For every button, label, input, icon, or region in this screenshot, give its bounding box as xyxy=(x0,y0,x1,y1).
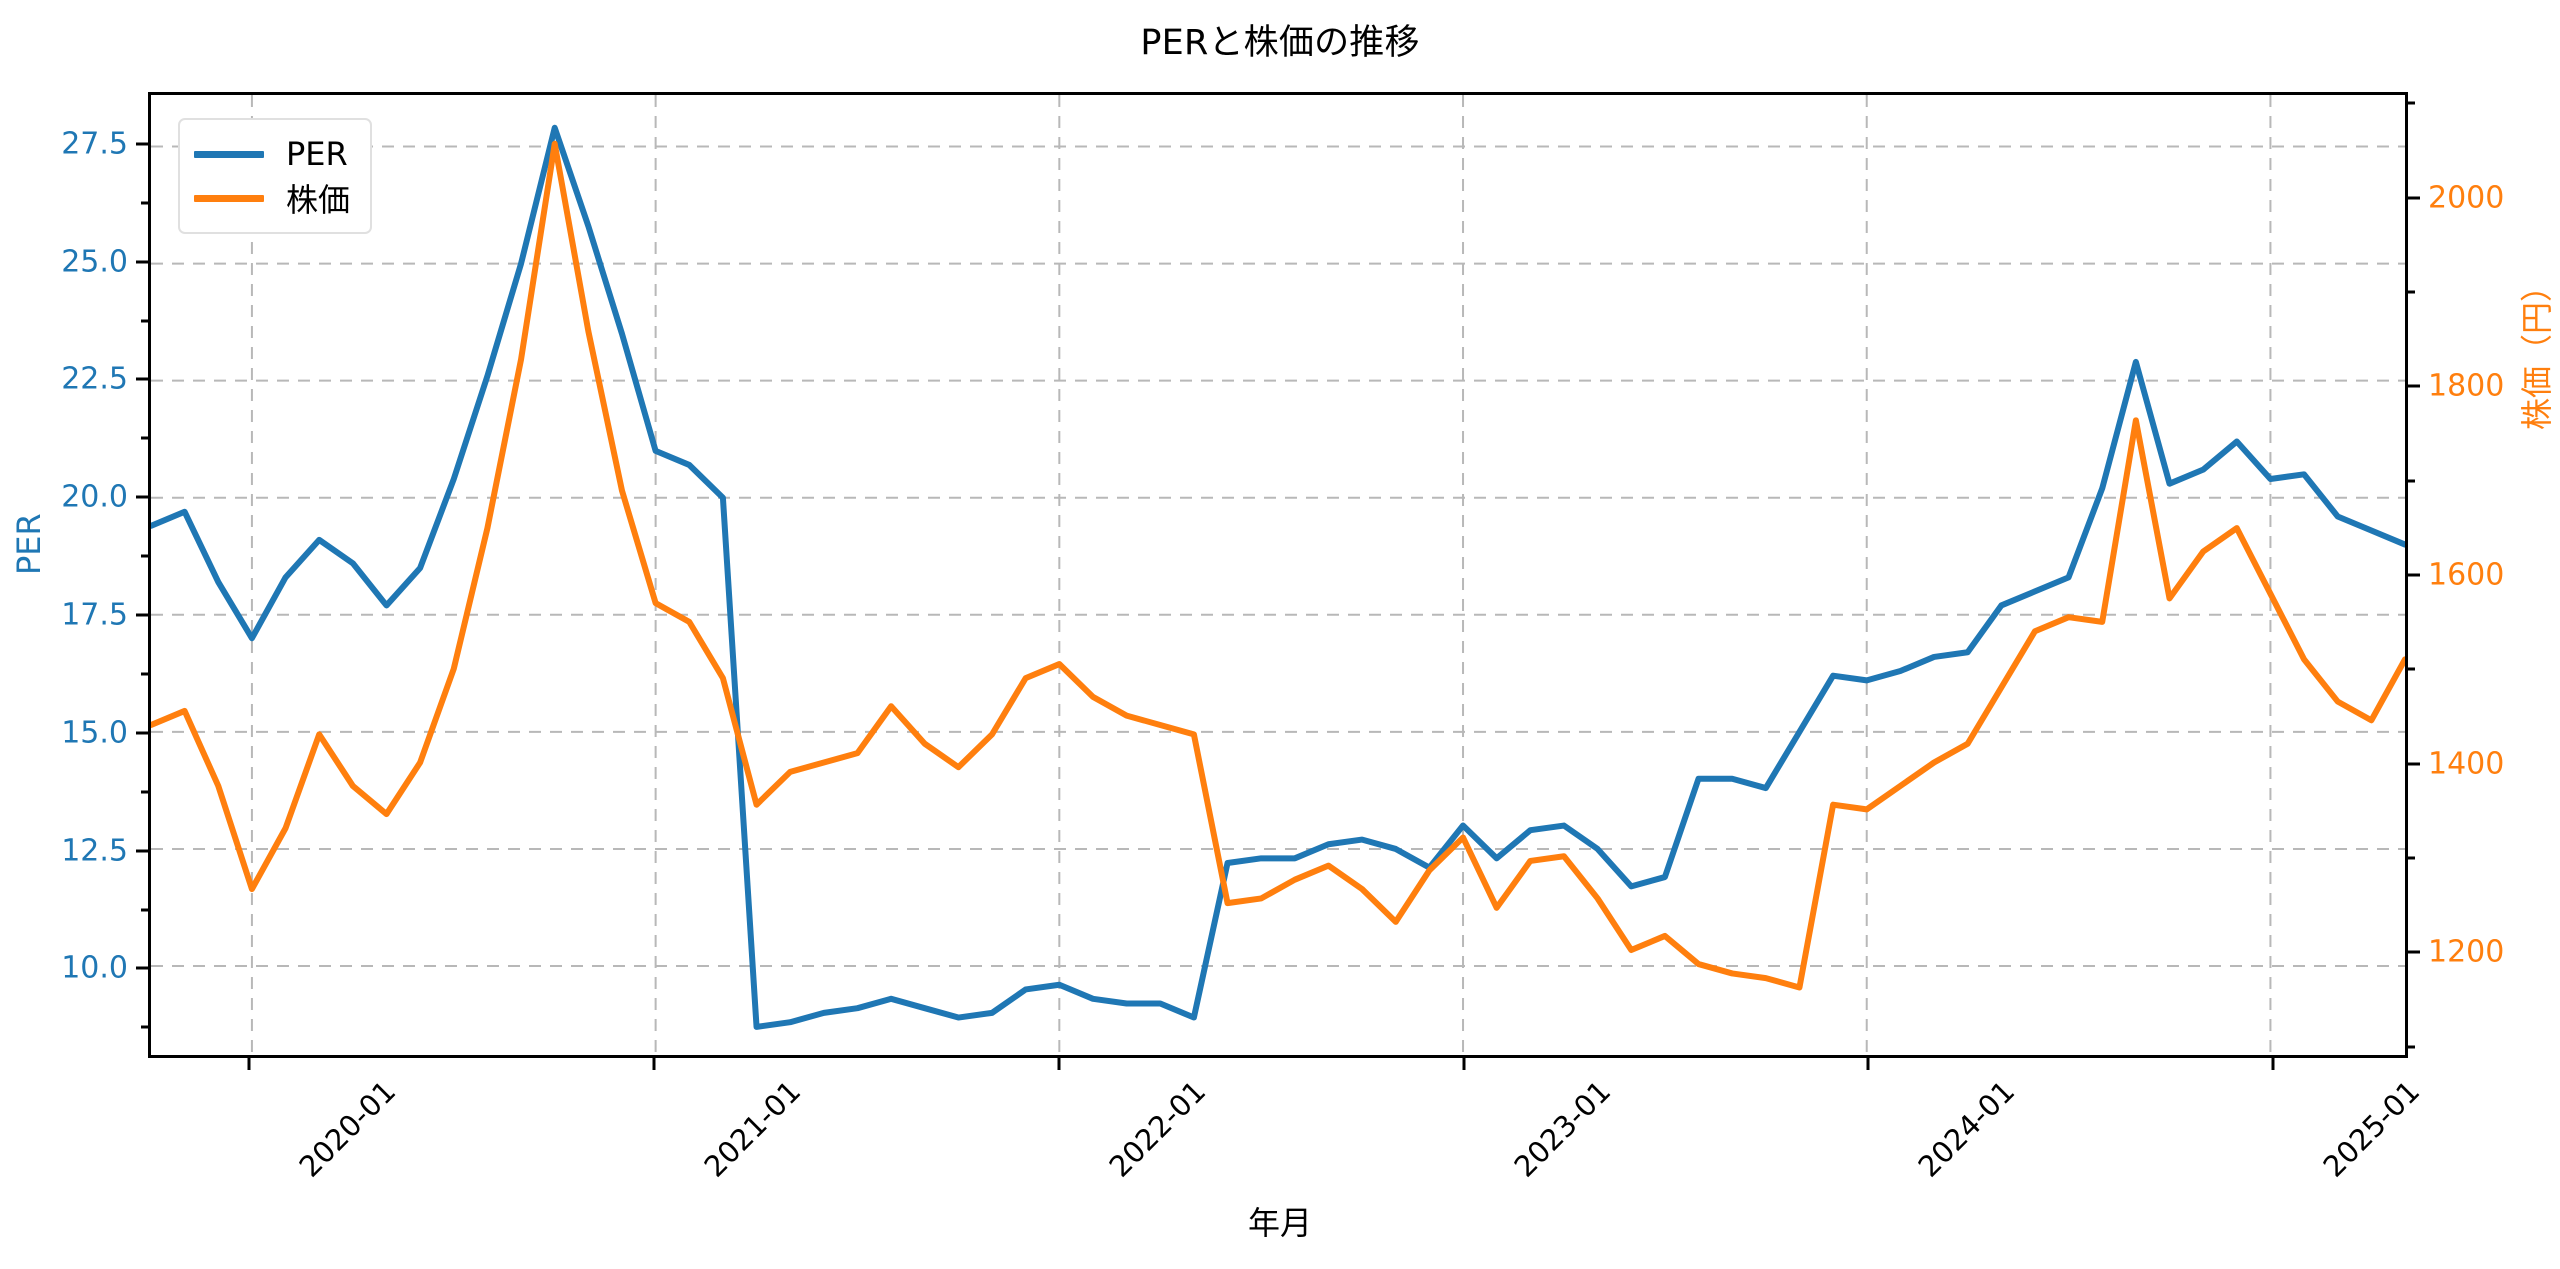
x-axis-tick-mark xyxy=(247,1058,251,1070)
y-axis-left-minor-tick xyxy=(141,790,148,794)
series-line-price xyxy=(151,144,2405,988)
y-axis-left-tick-mark xyxy=(136,849,148,853)
y-axis-right-tick-label: 1400 xyxy=(2428,746,2505,782)
y-axis-left-tick-label: 10.0 xyxy=(61,950,128,986)
y-axis-right-tick-label: 1800 xyxy=(2428,368,2505,404)
y-axis-left-minor-tick xyxy=(141,1025,148,1029)
y-axis-left-minor-tick xyxy=(141,908,148,912)
x-axis-tick-label: 2023-01 xyxy=(1507,1074,1617,1184)
series-line-per xyxy=(151,128,2405,1027)
x-axis-tick-label: 2024-01 xyxy=(1911,1074,2022,1184)
y-axis-right-tick-label: 1200 xyxy=(2428,934,2505,970)
legend-item-price[interactable]: 株価 xyxy=(194,176,350,220)
y-axis-right-minor-tick xyxy=(2408,479,2415,483)
chart-legend: PER 株価 xyxy=(178,118,373,234)
legend-label-price: 株価 xyxy=(286,181,351,219)
y-axis-right-label: 株価（円） xyxy=(2518,269,2556,430)
legend-item-per[interactable]: PER xyxy=(194,132,350,176)
y-axis-right-minor-tick xyxy=(2408,101,2415,105)
y-axis-left-tick-label: 17.5 xyxy=(61,597,128,633)
y-axis-left-tick-label: 12.5 xyxy=(61,833,128,869)
y-axis-left-tick-mark xyxy=(136,260,148,264)
y-axis-right-tick-mark xyxy=(2408,196,2420,200)
x-axis-tick-mark xyxy=(2271,1058,2275,1070)
legend-swatch-per xyxy=(194,150,264,158)
y-axis-right-tick-mark xyxy=(2408,384,2420,388)
x-axis-label: 年月 xyxy=(1247,1204,1312,1242)
y-axis-left-tick-label: 22.5 xyxy=(61,361,128,397)
y-axis-right-minor-tick xyxy=(2408,667,2415,671)
y-axis-left-minor-tick xyxy=(141,319,148,323)
y-axis-left-tick-label: 25.0 xyxy=(61,244,128,280)
y-axis-left-tick-label: 27.5 xyxy=(61,126,128,162)
y-axis-left-tick-label: 20.0 xyxy=(61,479,128,515)
y-axis-left-tick-mark xyxy=(136,142,148,146)
x-axis-tick-label: 2025-01 xyxy=(2316,1074,2427,1184)
y-axis-left-tick-mark xyxy=(136,966,148,970)
x-axis-tick-label: 2020-01 xyxy=(292,1074,403,1184)
plot-area xyxy=(148,92,2408,1058)
x-axis-tick-mark xyxy=(1462,1058,1466,1070)
x-axis-tick-mark xyxy=(1866,1058,1870,1070)
legend-label-per: PER xyxy=(286,135,348,173)
x-axis-tick-mark xyxy=(652,1058,656,1070)
grid-layer xyxy=(151,95,2405,1055)
y-axis-left-tick-mark xyxy=(136,495,148,499)
y-axis-right-minor-tick xyxy=(2408,290,2415,294)
y-axis-right-tick-label: 2000 xyxy=(2428,180,2505,216)
y-axis-left-minor-tick xyxy=(141,672,148,676)
y-axis-right-tick-label: 1600 xyxy=(2428,557,2505,593)
y-axis-right-tick-mark xyxy=(2408,762,2420,766)
legend-swatch-price xyxy=(194,194,264,202)
y-axis-left-tick-label: 15.0 xyxy=(61,715,128,751)
y-axis-left-tick-mark xyxy=(136,377,148,381)
y-axis-right-tick-mark xyxy=(2408,950,2420,954)
y-axis-right-minor-tick xyxy=(2408,1045,2415,1049)
y-axis-left-minor-tick xyxy=(141,201,148,205)
x-axis-tick-label: 2022-01 xyxy=(1102,1074,1212,1184)
chart-title: PERと株価の推移 xyxy=(1140,23,1420,63)
y-axis-left-label: PER xyxy=(10,513,48,575)
y-axis-left-tick-mark xyxy=(136,731,148,735)
y-axis-left-minor-tick xyxy=(141,436,148,440)
data-layer xyxy=(151,95,2405,1055)
y-axis-left-tick-mark xyxy=(136,613,148,617)
x-axis-tick-label: 2021-01 xyxy=(697,1074,808,1184)
y-axis-left-minor-tick xyxy=(141,554,148,558)
y-axis-right-tick-mark xyxy=(2408,573,2420,577)
y-axis-right-minor-tick xyxy=(2408,856,2415,860)
x-axis-tick-mark xyxy=(1057,1058,1061,1070)
